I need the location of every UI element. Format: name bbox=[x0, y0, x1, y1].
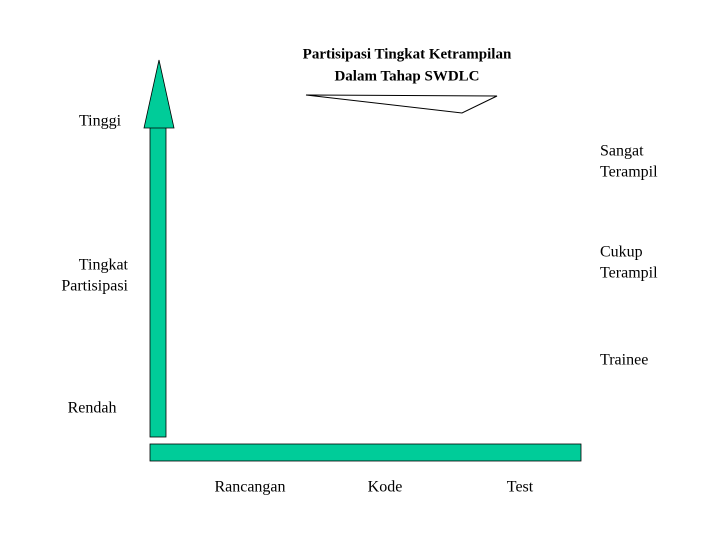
callout-shape bbox=[305, 94, 498, 114]
y-low-label: Rendah bbox=[68, 400, 117, 417]
level-label: Terampil bbox=[600, 164, 658, 181]
level-label: Sangat bbox=[600, 143, 644, 160]
y-axis-label: Tingkat bbox=[79, 257, 129, 274]
vertical-arrow-head bbox=[143, 59, 175, 129]
level-labels: Sangat Terampil Cukup Terampil Trainee bbox=[600, 143, 658, 369]
stage-labels: Rancangan Kode Test bbox=[214, 479, 533, 496]
stage-label: Kode bbox=[368, 479, 403, 496]
stage-label: Rancangan bbox=[214, 479, 285, 496]
vertical-arrow-shaft bbox=[149, 126, 167, 438]
level-label: Terampil bbox=[600, 265, 658, 282]
level-label: Cukup bbox=[600, 244, 643, 261]
level-label: Trainee bbox=[600, 352, 648, 369]
horizontal-bar bbox=[149, 443, 582, 462]
y-axis-label: Partisipasi bbox=[61, 278, 128, 295]
title-line: Partisipasi Tingkat Ketrampilan bbox=[303, 46, 512, 62]
title-line: Dalam Tahap SWDLC bbox=[334, 68, 479, 84]
stage-label: Test bbox=[507, 479, 534, 496]
y-high-label: Tinggi bbox=[79, 113, 122, 130]
